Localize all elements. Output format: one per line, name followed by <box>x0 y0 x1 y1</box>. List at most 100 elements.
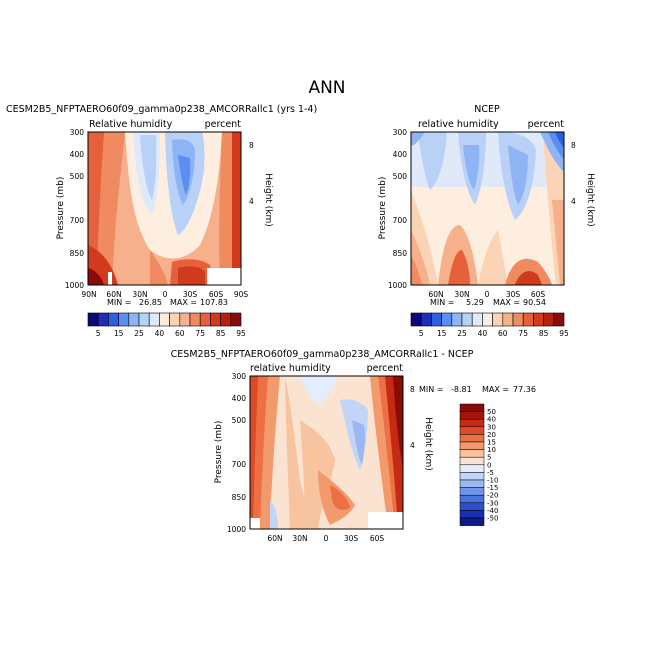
model-colorbar-label: 75 <box>195 329 205 338</box>
model-colorbar-label: 95 <box>236 329 246 338</box>
ncep-xtick-30S: 30S <box>506 290 521 299</box>
diff-colorbar-box <box>459 502 485 511</box>
ncep-colorbar-box <box>441 312 453 327</box>
diff-colorbar-label: -50 <box>487 515 498 523</box>
diff-colorbar-box <box>459 434 485 443</box>
diff-height-ticks: 8 4 <box>410 385 415 450</box>
model-xtick-90N: 90N <box>81 290 96 299</box>
ncep-x-ticks: 60N 30N 0 30S 60S <box>428 290 545 299</box>
diff-xtick-0: 0 <box>324 534 329 543</box>
diff-colorbar-label: 30 <box>487 423 496 431</box>
diff-colorbar-box <box>459 418 485 428</box>
model-colorbar-label: 40 <box>155 329 165 338</box>
ncep-max-value: 90.54 <box>523 298 546 307</box>
model-xtick-90S: 90S <box>234 290 249 299</box>
ncep-xtick-30N: 30N <box>454 290 469 299</box>
diff-ytick-400: 400 <box>232 394 247 403</box>
ncep-xtick-60N: 60N <box>428 290 443 299</box>
model-colorbar-label: 15 <box>114 329 124 338</box>
ncep-colorbar-label: 95 <box>559 329 569 338</box>
ncep-colorbar-box <box>482 312 493 327</box>
diff-ytick-850: 850 <box>232 493 247 502</box>
ncep-colorbar-label: 5 <box>419 329 424 338</box>
ncep-ylabel: Pressure (mb) <box>378 177 388 240</box>
ncep-colorbar-label: 60 <box>498 329 508 338</box>
diff-colorbar-label: -20 <box>487 492 498 500</box>
model-ytick-400: 400 <box>70 150 85 159</box>
diff-ytick-500: 500 <box>232 416 247 425</box>
model-colorbar-box <box>159 312 170 327</box>
diff-field <box>250 376 403 529</box>
diff-colorbar-box <box>459 479 485 488</box>
ncep-colorbar-label: 25 <box>457 329 467 338</box>
diff-max-label: MAX = <box>482 385 509 394</box>
diff-xtick-30N: 30N <box>292 534 307 543</box>
diff-colorbar-box <box>459 411 485 420</box>
diff-colorbar-label: 0 <box>487 461 491 469</box>
ncep-minmax: MIN = 5.29 MAX = 90.54 <box>430 298 546 307</box>
ncep-y-ticks: 300 400 500 700 850 1000 <box>388 128 407 290</box>
ncep-colorbar-box <box>410 312 422 327</box>
model-colorbar-box <box>199 312 211 327</box>
model-max-label: MAX = <box>170 298 197 307</box>
model-min-value: 26.85 <box>139 298 162 307</box>
ncep-ytick-300: 300 <box>393 128 408 137</box>
model-colorbar-box <box>220 312 232 327</box>
diff-colorbar-label: 20 <box>487 431 496 439</box>
diff-htick-4: 4 <box>410 441 415 450</box>
diff-colorbar-box <box>459 449 485 458</box>
model-colorbar-box <box>97 312 109 327</box>
model-colorbar-box <box>189 312 201 327</box>
ncep-ytick-700: 700 <box>393 216 408 225</box>
diff-y-ticks: 300 400 500 700 850 1000 <box>227 372 246 534</box>
ncep-title: NCEP <box>474 104 500 115</box>
model-xtick-0: 0 <box>163 290 168 299</box>
diff-colorbar-label: 15 <box>487 439 496 447</box>
ncep-colorbar-box <box>492 312 504 327</box>
model-htick-4: 4 <box>249 197 254 206</box>
ncep-colorbar-label: 15 <box>437 329 447 338</box>
ncep-htick-8: 8 <box>571 141 576 150</box>
model-minmax: MIN = 26.85 MAX = 107.83 <box>107 298 228 307</box>
diff-colorbar-box <box>459 494 485 504</box>
diff-min-label: MIN = <box>419 385 444 394</box>
model-min-label: MIN = <box>107 298 132 307</box>
diff-ylabel: Pressure (mb) <box>214 421 224 484</box>
ncep-right-axis-label: Height (km) <box>585 173 595 227</box>
model-colorbar-label: 60 <box>175 329 185 338</box>
diff-right-label: percent <box>367 363 404 374</box>
model-colorbar-label: 5 <box>96 329 101 338</box>
ncep-colorbar-box <box>461 312 473 327</box>
model-xtick-30S: 30S <box>183 290 198 299</box>
model-right-axis-label: Height (km) <box>263 173 273 227</box>
diff-ytick-1000: 1000 <box>227 525 246 534</box>
ncep-xtick-60S: 60S <box>531 290 546 299</box>
model-height-ticks: 8 4 <box>249 141 254 206</box>
diff-colorbar-label: -15 <box>487 484 498 492</box>
diff-colorbar-box <box>459 441 485 450</box>
ncep-colorbar-label: 40 <box>478 329 488 338</box>
ncep-colorbar-box <box>543 312 555 327</box>
ncep-field <box>411 132 564 285</box>
panel-diff: CESM2B5_NFPTAERO60f09_gamma0p238_AMCORRa… <box>171 349 536 543</box>
model-htick-8: 8 <box>249 141 254 150</box>
ncep-colorbar-box <box>451 312 463 327</box>
ncep-xtick-0: 0 <box>485 290 490 299</box>
ncep-ytick-1000: 1000 <box>388 281 407 290</box>
ncep-htick-4: 4 <box>571 197 576 206</box>
ncep-right-label: percent <box>528 119 565 130</box>
ncep-colorbar-box <box>431 312 442 327</box>
diff-xtick-60S: 60S <box>370 534 385 543</box>
ncep-colorbar-box <box>553 312 565 327</box>
diff-colorbar-label: 5 <box>487 454 491 462</box>
ncep-height-ticks: 8 4 <box>571 141 576 206</box>
model-colorbar-box <box>210 312 221 327</box>
diff-colorbar-box <box>459 517 485 526</box>
diff-colorbar-box <box>459 456 485 466</box>
diff-colorbar-label: 10 <box>487 446 496 454</box>
diff-max-value: 77.36 <box>513 385 536 394</box>
model-colorbar-box <box>230 312 242 327</box>
ncep-ytick-500: 500 <box>393 172 408 181</box>
model-xtick-60S: 60S <box>209 290 224 299</box>
